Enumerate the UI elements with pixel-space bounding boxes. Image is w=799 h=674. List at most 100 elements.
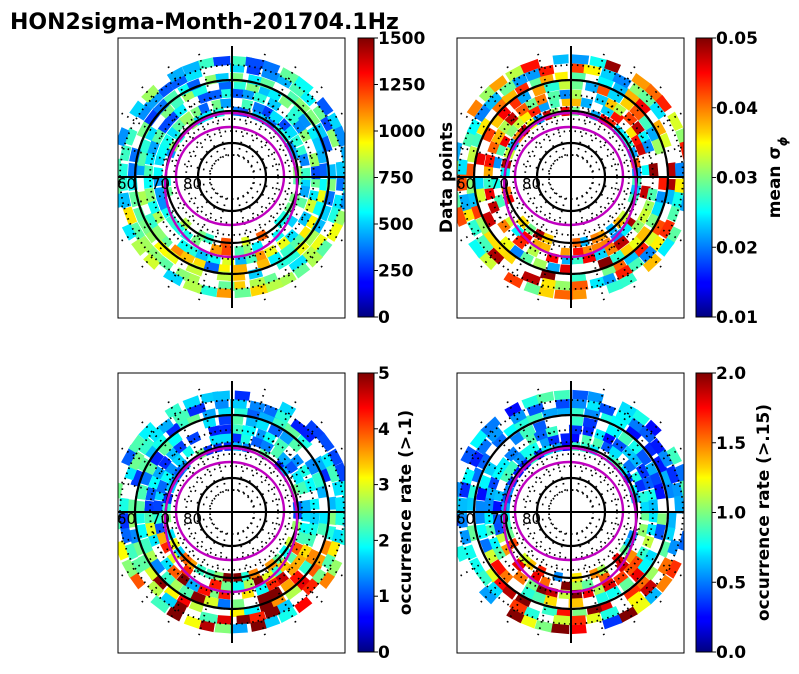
data-cell [572,247,584,258]
data-cell [121,223,137,241]
data-cell [480,416,501,436]
data-cell [298,560,313,575]
data-cell [651,137,665,155]
data-cell [627,256,645,273]
data-cell [320,115,336,133]
data-cell [326,112,343,132]
data-cell [457,158,468,175]
data-cell [651,201,665,218]
data-cell [229,623,248,634]
data-cell [484,567,500,584]
data-cell [536,286,555,299]
data-cell [316,522,328,536]
data-cell [618,431,634,447]
data-cell [306,251,323,268]
data-cell [560,581,571,591]
data-cell [157,418,174,434]
data-cell [143,165,154,177]
data-cell [285,562,300,577]
data-cell [156,255,174,272]
data-cell [638,425,657,444]
data-cell [621,445,637,461]
data-cell [326,127,342,148]
data-cell [478,85,496,102]
data-cell [638,490,650,504]
data-cell [526,104,542,118]
data-cell [570,54,590,65]
data-cell [457,545,468,562]
data-cell [160,592,178,609]
data-cell [656,513,667,527]
data-cell [122,206,138,226]
data-cell [628,417,646,434]
data-cell [326,463,341,483]
data-cell [305,548,320,566]
data-cell [118,158,122,176]
data-cell [264,278,284,293]
data-cell [169,244,184,259]
data-cell [524,67,544,82]
colorbar-label: mean σϕ [765,136,790,218]
data-cell [483,165,494,179]
data-cell [540,277,556,290]
data-cell [648,509,659,523]
data-cell [509,599,528,615]
data-cell [153,500,163,513]
data-cell [631,72,652,92]
data-cell [304,532,317,548]
data-cell [293,262,311,279]
colorbar [695,372,713,653]
data-cell [333,125,345,147]
data-cell [236,614,251,625]
data-cell [628,439,643,455]
data-cell [550,623,570,635]
data-cell [581,433,593,445]
data-cell [478,474,492,490]
data-cell [212,55,231,67]
data-cell [509,409,527,425]
data-cell [514,81,530,96]
data-cell [492,489,504,502]
data-cell [334,210,345,227]
data-cell [602,614,623,630]
data-cell [674,495,684,514]
data-cell [657,237,675,257]
data-cell [294,76,314,95]
data-cell [264,605,281,620]
data-cell [572,607,588,618]
data-cell [475,512,485,525]
data-cell [504,402,522,418]
data-cell [484,154,496,168]
data-cell [146,198,160,215]
data-cell [571,416,584,426]
data-cell [665,559,682,579]
data-cell [476,234,494,254]
data-cell [655,94,672,113]
data-cell [657,449,674,468]
data-cell [611,437,628,453]
colorbar-tick-label: 0.01 [716,308,758,328]
data-cell [569,398,587,409]
data-cell [136,484,148,500]
data-cell [667,111,684,132]
data-cell [128,434,146,454]
data-cell [149,450,165,467]
data-cell [595,591,610,604]
data-cell [552,54,569,65]
data-cell [197,284,218,298]
data-cell [144,90,164,110]
data-cell [216,288,233,299]
data-cell [570,624,587,635]
data-cell [679,141,684,161]
data-cell [278,94,294,109]
data-cell [144,500,155,512]
data-cell [305,215,320,231]
data-cell [279,243,296,259]
data-cell [635,463,651,480]
data-cell [268,109,284,125]
data-cell [231,415,244,425]
data-cell [130,469,145,487]
data-cell [552,614,571,626]
data-cell [138,421,157,441]
data-cell [658,540,672,558]
